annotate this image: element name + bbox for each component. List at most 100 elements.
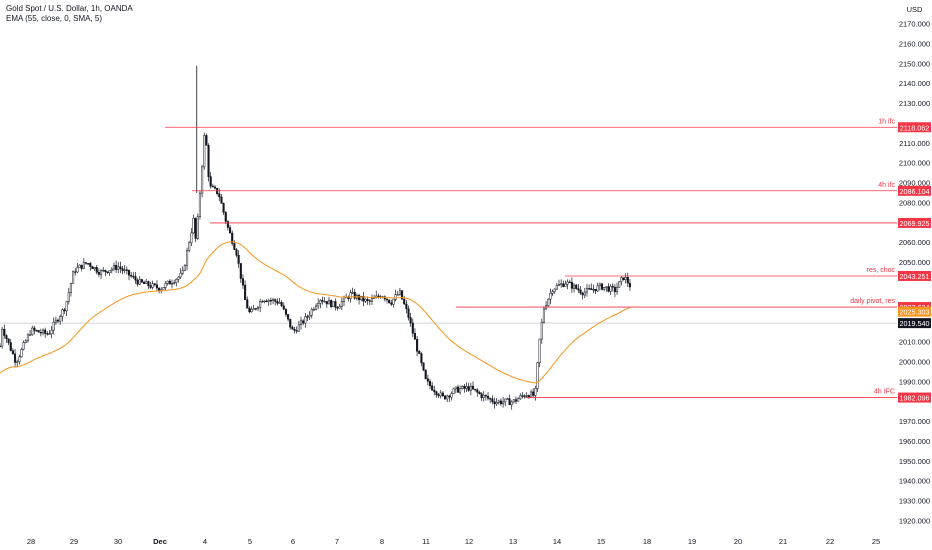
candle-body <box>368 300 371 302</box>
ema-price-label: 2025.303 <box>900 308 930 317</box>
currency-label: USD <box>907 5 923 14</box>
candle-body <box>530 391 533 398</box>
candle-body <box>97 271 100 275</box>
level-price-label: 1982.096 <box>900 394 930 403</box>
level-note: daily pivot, res <box>850 298 895 305</box>
candle-body <box>577 288 580 291</box>
candle-body <box>618 281 621 288</box>
candle-body <box>435 391 438 395</box>
candle-body <box>446 395 449 400</box>
level-price-label: 2118.062 <box>900 123 929 132</box>
candle-body <box>31 327 34 335</box>
candle-body <box>110 268 113 271</box>
x-tick-label: 5 <box>248 537 252 546</box>
candle-body <box>153 283 156 286</box>
candle-body <box>162 287 165 290</box>
candle-body <box>626 277 629 284</box>
candle-body <box>385 298 389 301</box>
candle-body <box>269 300 272 302</box>
candle-body <box>390 302 393 305</box>
candle-body <box>506 398 509 400</box>
candle-body <box>583 291 586 296</box>
candle-body <box>592 288 595 291</box>
candle-body <box>168 280 171 285</box>
indicator-label[interactable]: EMA (55, close, 0, SMA, 5) <box>6 14 103 23</box>
candle-body <box>155 284 158 289</box>
level-price-label: 2086.104 <box>900 187 930 196</box>
candle-body <box>510 401 513 406</box>
x-tick-label: 12 <box>465 537 473 546</box>
candle-body <box>377 295 380 297</box>
candle-body <box>7 338 10 343</box>
y-tick-label: 2170.000 <box>899 20 930 29</box>
candle-body <box>418 350 421 354</box>
candle-body <box>46 333 49 335</box>
candle-body <box>489 398 492 400</box>
candle-body <box>482 394 485 398</box>
candle-body <box>239 263 242 279</box>
candle-body <box>452 388 455 394</box>
candle-body <box>564 283 567 287</box>
candle-body <box>284 308 287 315</box>
candle-body <box>441 392 444 397</box>
candle-body <box>396 294 399 296</box>
candle-body <box>61 309 64 317</box>
candle-body <box>514 399 518 402</box>
candle-body <box>568 281 571 284</box>
candle-body <box>282 305 285 310</box>
candle-body <box>39 331 42 334</box>
candle-body <box>398 290 401 295</box>
candle-body <box>211 185 214 188</box>
y-tick-label: 1930.000 <box>899 497 930 506</box>
y-tick-label: 2160.000 <box>899 39 930 48</box>
x-tick-label: Dec <box>153 537 167 546</box>
candle-body <box>207 144 210 177</box>
candle-body <box>471 385 475 390</box>
candle-body <box>244 284 247 300</box>
candle-body <box>325 301 328 305</box>
candle-body <box>461 385 464 389</box>
candle-body <box>551 291 554 294</box>
x-tick-label: 28 <box>27 537 35 546</box>
candle-body <box>229 227 232 234</box>
candle-body <box>504 398 507 403</box>
candle-body <box>370 298 373 302</box>
candle-body <box>84 262 88 264</box>
candle-body <box>315 305 318 310</box>
candle-body <box>18 356 21 363</box>
candle-body <box>52 321 55 331</box>
symbol-title[interactable]: Gold Spot / U.S. Dollar, 1h, OANDA <box>6 4 133 13</box>
x-tick-label: 14 <box>553 537 561 546</box>
candle-body <box>203 135 206 168</box>
candle-body <box>598 283 601 287</box>
candle-body <box>261 301 264 303</box>
candle-body <box>57 319 60 322</box>
candle-body <box>338 306 341 309</box>
candle-body <box>463 385 466 389</box>
y-tick-label: 2130.000 <box>899 99 930 108</box>
candle-body <box>607 286 610 292</box>
level-price-box <box>898 392 931 403</box>
candle-body <box>467 386 470 391</box>
candle-body <box>134 276 137 281</box>
candle-body <box>183 264 186 271</box>
candle-body <box>327 300 330 305</box>
candle-body <box>459 388 462 393</box>
candle-body <box>411 322 414 334</box>
candle-body <box>420 353 423 364</box>
candle-body <box>499 400 502 405</box>
candle-body <box>469 385 472 391</box>
candle-body <box>222 203 225 213</box>
candle-body <box>263 300 266 303</box>
candle-body <box>317 303 320 307</box>
x-tick-label: 4 <box>203 537 207 546</box>
candle-body <box>536 362 539 389</box>
candle-body <box>82 262 85 269</box>
x-tick-label: 21 <box>779 537 787 546</box>
y-tick-label: 2090.000 <box>899 179 930 188</box>
candle-body <box>87 263 90 265</box>
candle-body <box>321 300 324 302</box>
candle-body <box>108 270 111 273</box>
y-tick-label: 1950.000 <box>899 457 930 466</box>
